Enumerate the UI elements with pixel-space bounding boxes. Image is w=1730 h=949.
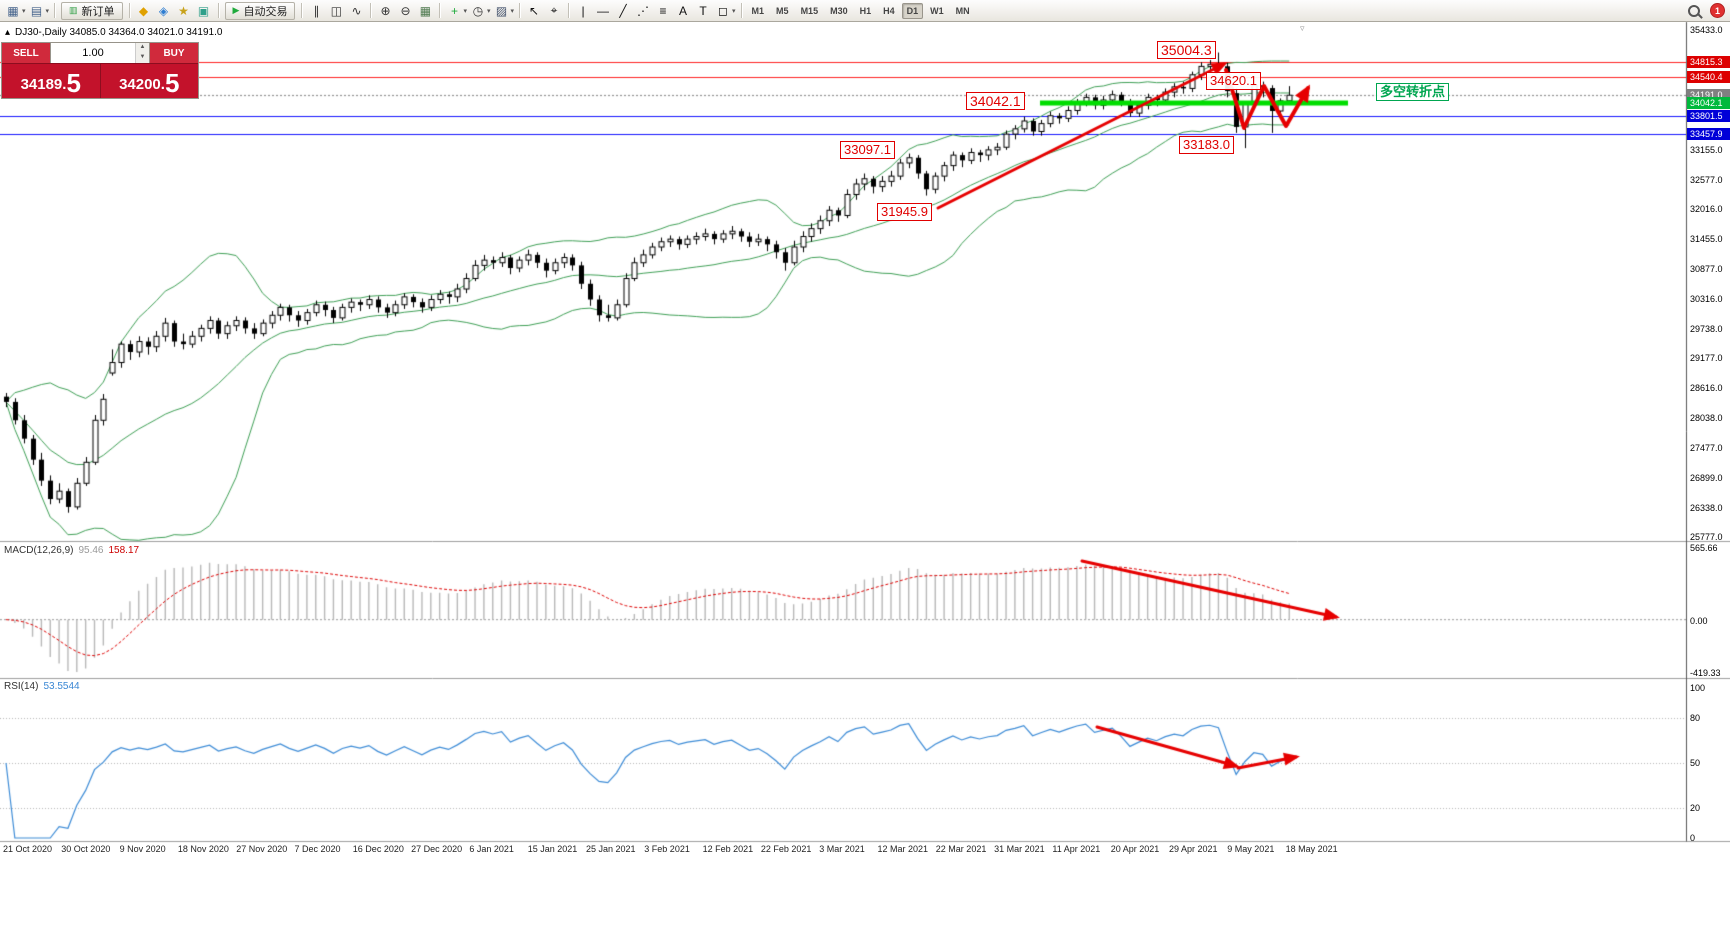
horizontal-line-icon[interactable]: — bbox=[597, 3, 610, 18]
new-order-button-icon: ▥ bbox=[69, 5, 78, 15]
zoom-out-icon[interactable]: ⊖ bbox=[400, 3, 411, 18]
indicators-icon[interactable]: + bbox=[450, 3, 458, 18]
toolbar-separator bbox=[740, 3, 742, 18]
text-icon[interactable]: A bbox=[679, 3, 688, 18]
navigator-icon[interactable]: ★ bbox=[178, 3, 189, 18]
volume-field[interactable]: 1.00 ▲ ▼ bbox=[50, 43, 150, 63]
dropdown-caret-icon[interactable]: ▾ bbox=[463, 7, 467, 15]
sell-price-button[interactable]: 34189. 5 bbox=[2, 64, 100, 98]
periods-icon[interactable]: ◷ bbox=[472, 3, 484, 18]
one-click-trade-panel: SELL 1.00 ▲ ▼ BUY 34189. 5 34200. 5 bbox=[1, 42, 199, 99]
auto-trading-button-label: 自动交易 bbox=[243, 5, 288, 18]
toolbar-separator bbox=[370, 3, 372, 18]
timeframe-mn[interactable]: MN bbox=[955, 5, 970, 16]
trendline-icon[interactable]: ╱ bbox=[619, 3, 627, 18]
shapes-icon[interactable]: ◻ bbox=[718, 3, 728, 18]
timeframe-m30[interactable]: M30 bbox=[830, 5, 848, 16]
line-chart-icon[interactable]: ∿ bbox=[351, 3, 362, 18]
sell-price-main: 34189. bbox=[20, 76, 67, 93]
templates-icon[interactable]: ▨ bbox=[495, 3, 508, 18]
toolbar-separator bbox=[519, 3, 521, 18]
toolbar-separator bbox=[217, 3, 219, 18]
new-order-button[interactable]: ▥ 新订单 bbox=[61, 1, 123, 20]
toolbar: ▦ ▾ ▤ ▾ ▥ 新订单 ◆ ◈ ★ ▣ ▶ 自动交易 ∥ ◫ ∿ ⊕ ⊖ ▦ + ▾ ◷ ▾ ▨ ▾ ↖ ⌖ | — ╱ ⋰ ≡ A T ◻ ▾… bbox=[0, 0, 1730, 22]
timeframe-h4[interactable]: H4 bbox=[883, 5, 895, 16]
toolbar-separator bbox=[301, 3, 303, 18]
bar-chart-icon[interactable]: ∥ bbox=[313, 3, 320, 18]
toolbar-separator bbox=[128, 3, 130, 18]
dropdown-caret-icon[interactable]: ▾ bbox=[22, 7, 26, 15]
timeframe-h1[interactable]: H1 bbox=[859, 5, 872, 16]
sell-price-big-digit: 5 bbox=[66, 68, 81, 98]
buy-price-main: 34200. bbox=[119, 76, 165, 93]
timeframe-m5[interactable]: M5 bbox=[776, 5, 789, 16]
crosshair-icon[interactable]: ⌖ bbox=[550, 3, 558, 17]
dropdown-caret-icon[interactable]: ▾ bbox=[486, 7, 491, 15]
buy-price-big-digit: 5 bbox=[164, 68, 180, 98]
volume-stepper[interactable]: ▲ ▼ bbox=[135, 43, 149, 63]
toolbar-separator bbox=[568, 3, 570, 18]
market-watch-icon[interactable]: ◆ bbox=[138, 3, 149, 18]
notification-badge[interactable]: 1 bbox=[1710, 3, 1725, 18]
search-icon[interactable] bbox=[1688, 4, 1700, 17]
candlestick-chart-icon[interactable]: ◫ bbox=[330, 3, 343, 18]
auto-trading-button-icon: ▶ bbox=[232, 5, 240, 15]
cursor-icon[interactable]: ↖ bbox=[528, 3, 540, 18]
dropdown-caret-icon[interactable]: ▾ bbox=[510, 7, 515, 15]
text-label-icon[interactable]: T bbox=[699, 3, 707, 18]
terminal-icon[interactable]: ▣ bbox=[197, 3, 210, 18]
vertical-line-icon[interactable]: | bbox=[581, 3, 585, 18]
volume-up-icon[interactable]: ▲ bbox=[136, 43, 149, 53]
volume-value[interactable]: 1.00 bbox=[82, 47, 104, 59]
tile-windows-icon[interactable]: ▦ bbox=[419, 3, 432, 18]
dropdown-caret-icon[interactable]: ▾ bbox=[732, 7, 736, 15]
data-window-icon[interactable]: ◈ bbox=[158, 3, 169, 18]
one-click-collapse-icon[interactable]: ▴ bbox=[5, 27, 11, 38]
timeframe-m15[interactable]: M15 bbox=[800, 5, 819, 16]
profiles-icon[interactable]: ▤ bbox=[30, 3, 43, 18]
timeframe-m1[interactable]: M1 bbox=[751, 5, 765, 16]
toolbar-separator bbox=[54, 3, 56, 18]
fibonacci-icon[interactable]: ≡ bbox=[659, 3, 667, 18]
timeframe-w1[interactable]: W1 bbox=[930, 5, 944, 16]
new-order-button-label: 新订单 bbox=[81, 5, 115, 18]
buy-price-button[interactable]: 34200. 5 bbox=[99, 64, 199, 98]
auto-trading-button[interactable]: ▶ 自动交易 bbox=[224, 1, 296, 20]
new-chart-icon[interactable]: ▦ bbox=[7, 3, 19, 18]
buy-button[interactable]: BUY bbox=[150, 43, 198, 63]
sell-button[interactable]: SELL bbox=[2, 43, 50, 63]
toolbar-separator bbox=[439, 3, 441, 18]
channel-icon[interactable]: ⋰ bbox=[637, 3, 650, 18]
zoom-in-icon[interactable]: ⊕ bbox=[380, 3, 391, 18]
timeframe-d1[interactable]: D1 bbox=[901, 2, 924, 19]
volume-down-icon[interactable]: ▼ bbox=[136, 53, 149, 63]
dropdown-caret-icon[interactable]: ▾ bbox=[45, 7, 50, 15]
